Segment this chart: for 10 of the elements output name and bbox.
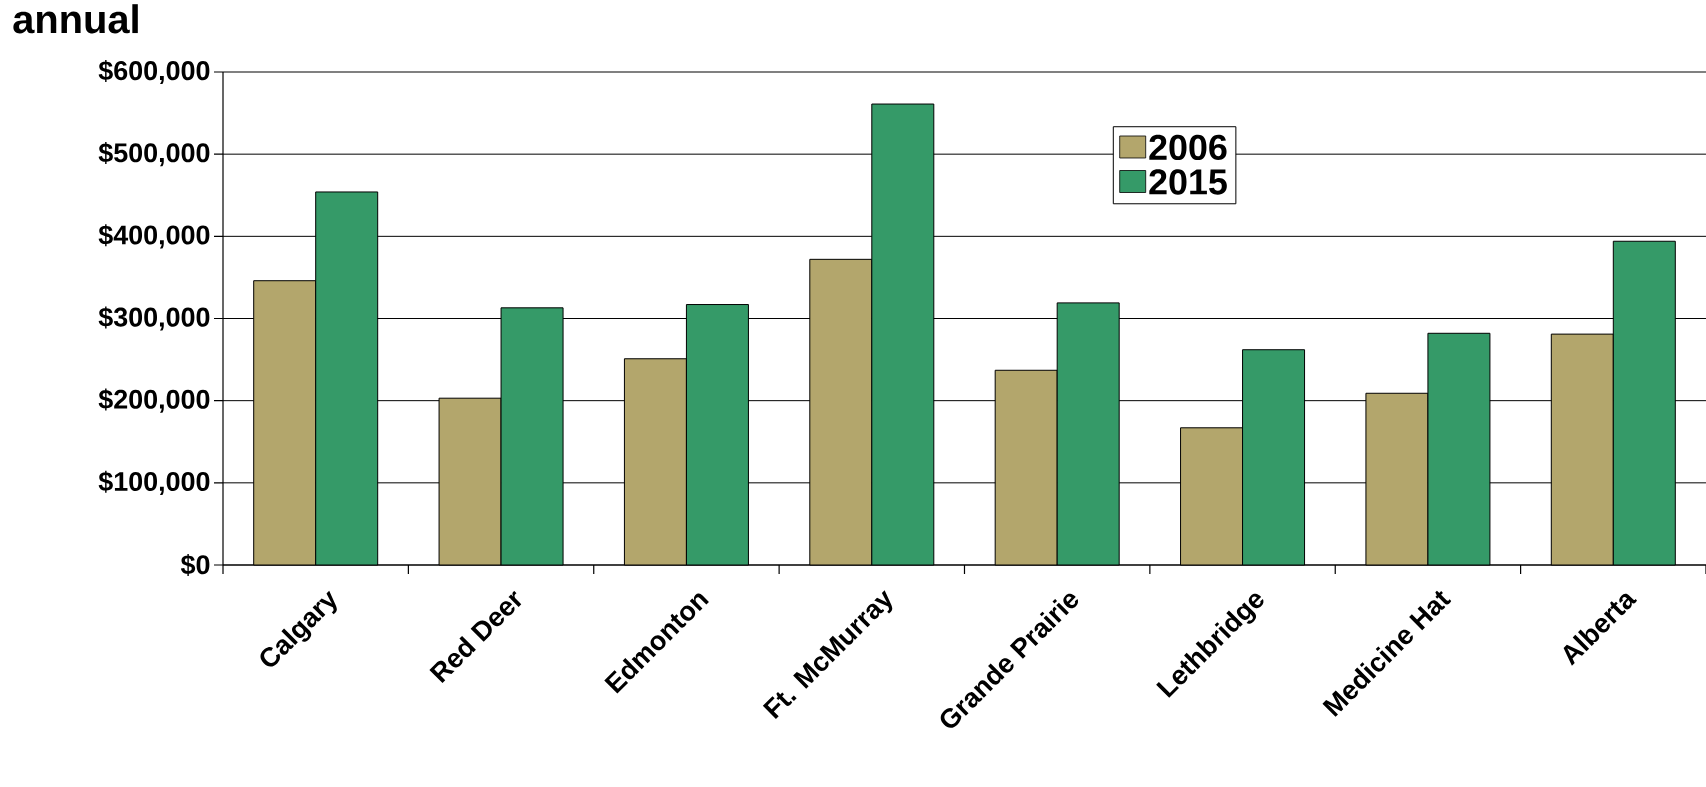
y-tick-label: $500,000 (98, 142, 210, 167)
chart-title: annual (13, 4, 138, 34)
y-tick-label: $200,000 (98, 388, 210, 413)
y-tick-label: $0 (180, 554, 210, 576)
legend-label: 2015 (1149, 169, 1227, 195)
legend-label: 2006 (1149, 134, 1227, 161)
y-tick-label: $600,000 (98, 59, 210, 85)
y-tick-label: $100,000 (98, 470, 210, 495)
y-tick-label: $300,000 (98, 306, 210, 331)
y-tick-label: $400,000 (98, 224, 210, 249)
